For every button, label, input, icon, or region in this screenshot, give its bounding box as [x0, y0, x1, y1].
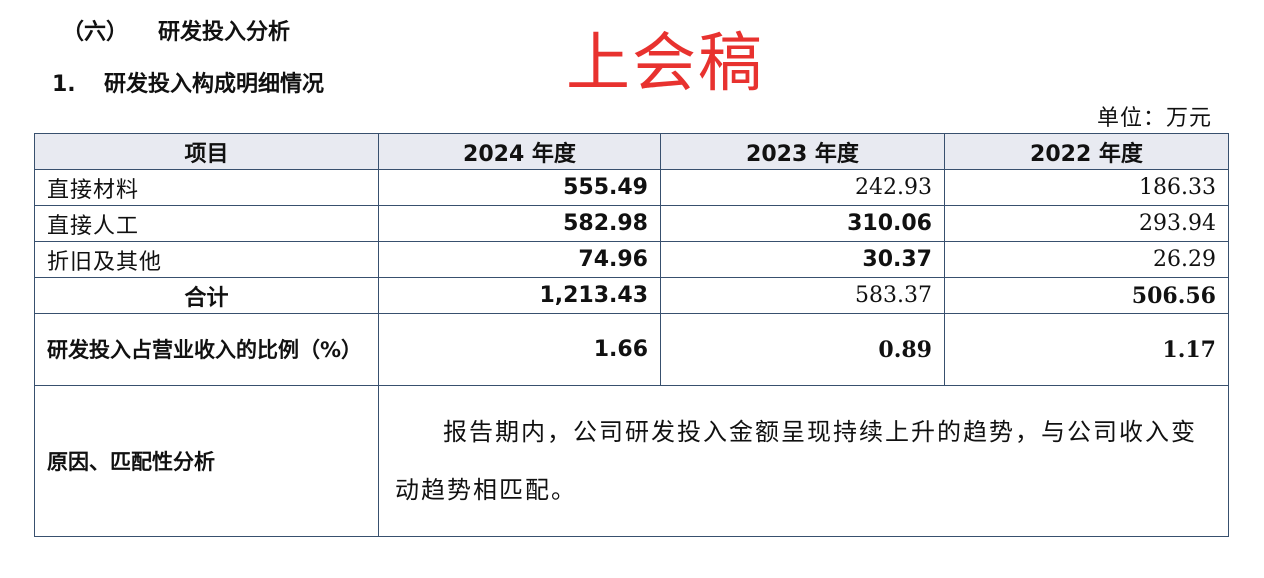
analysis-text: 报告期内，公司研发投入金额呈现持续上升的趋势，与公司收入变动趋势相匹配。: [378, 385, 1229, 537]
table-row: 直接材料 555.49 242.93 186.33: [34, 169, 1229, 206]
section-heading-number: （六）: [62, 20, 129, 45]
value-2024: 74.96: [378, 241, 661, 278]
value-2023: 30.37: [660, 241, 945, 278]
table-row-total: 合计 1,213.43 583.37 506.56: [34, 277, 1229, 314]
value-2022: 293.94: [944, 205, 1229, 242]
analysis-label: 原因、匹配性分析: [34, 385, 379, 537]
draft-stamp: 上会稿: [566, 27, 764, 101]
table-header-row: 项目 2024 年度 2023 年度 2022 年度: [34, 133, 1229, 170]
header-2022: 2022 年度: [944, 133, 1229, 170]
row-label: 直接人工: [34, 205, 379, 242]
table-row-ratio: 研发投入占营业收入的比例（%） 1.66 0.89 1.17: [34, 313, 1229, 386]
header-item: 项目: [34, 133, 379, 170]
sub-heading-title: 研发投入构成明细情况: [104, 72, 325, 97]
section-heading: （六） 研发投入分析: [62, 14, 290, 46]
row-label: 直接材料: [34, 169, 379, 206]
value-2024: 1.66: [378, 313, 661, 386]
value-2023: 242.93: [660, 169, 945, 206]
table-row: 折旧及其他 74.96 30.37 26.29: [34, 241, 1229, 278]
table-row: 直接人工 582.98 310.06 293.94: [34, 205, 1229, 242]
sub-heading-number: 1.: [52, 72, 76, 97]
value-2023: 310.06: [660, 205, 945, 242]
value-2024: 1,213.43: [378, 277, 661, 314]
rd-investment-table: 项目 2024 年度 2023 年度 2022 年度 直接材料 555.49 2…: [34, 133, 1229, 537]
value-2024: 582.98: [378, 205, 661, 242]
table-row-analysis: 原因、匹配性分析 报告期内，公司研发投入金额呈现持续上升的趋势，与公司收入变动趋…: [34, 385, 1229, 537]
sub-heading: 1. 研发投入构成明细情况: [52, 66, 324, 98]
value-2024: 555.49: [378, 169, 661, 206]
row-label: 研发投入占营业收入的比例（%）: [34, 313, 379, 386]
header-2024: 2024 年度: [378, 133, 661, 170]
row-label: 合计: [34, 277, 379, 314]
value-2022: 506.56: [944, 277, 1229, 314]
value-2023: 583.37: [660, 277, 945, 314]
value-2022: 1.17: [944, 313, 1229, 386]
unit-label: 单位：万元: [1096, 106, 1212, 131]
row-label: 折旧及其他: [34, 241, 379, 278]
header-2023: 2023 年度: [660, 133, 945, 170]
value-2023: 0.89: [660, 313, 945, 386]
section-heading-title: 研发投入分析: [158, 20, 291, 45]
value-2022: 26.29: [944, 241, 1229, 278]
value-2022: 186.33: [944, 169, 1229, 206]
